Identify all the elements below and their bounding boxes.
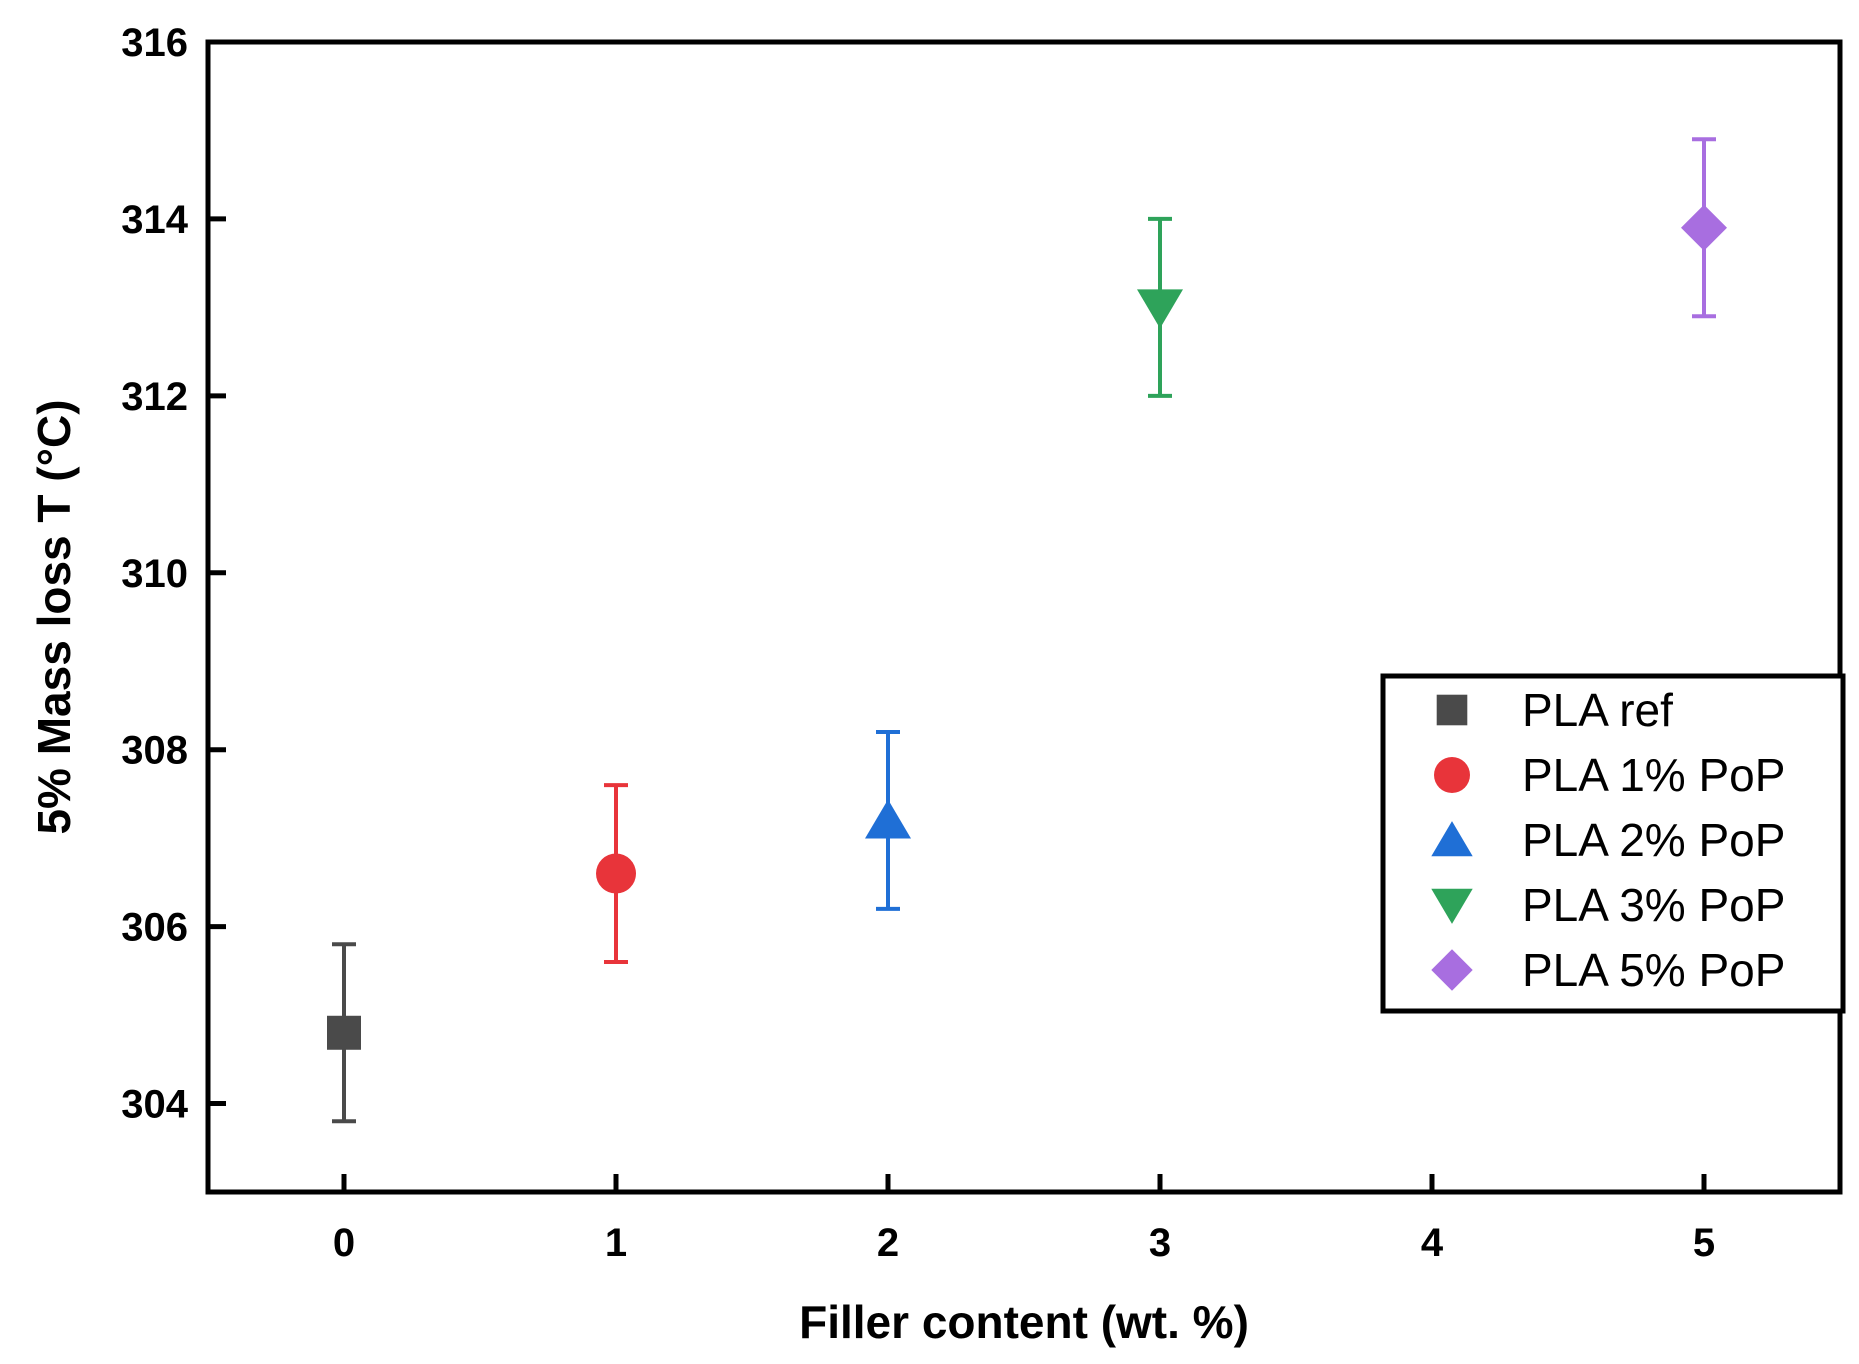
legend-label: PLA ref xyxy=(1522,684,1673,736)
legend-items: PLA ref PLA 1% PoP PLA 2% PoP PLA 3% PoP PLA… xyxy=(1431,684,1785,996)
legend-marker xyxy=(1434,757,1470,793)
legend-label: PLA 3% PoP xyxy=(1522,879,1785,931)
x-tick-label: 2 xyxy=(877,1221,899,1265)
y-tick-label: 316 xyxy=(121,21,188,65)
y-tick-label: 308 xyxy=(121,729,188,773)
legend-marker xyxy=(1436,694,1468,726)
x-axis-title: Filler content (wt. %) xyxy=(799,1296,1249,1348)
y-tick-label: 306 xyxy=(121,906,188,950)
y-tick-label: 312 xyxy=(121,375,188,419)
plot-frame xyxy=(205,39,1843,1195)
legend-item: PLA ref xyxy=(1436,684,1673,736)
x-axis-ticks: 0 1 2 3 4 5 xyxy=(333,1174,1715,1265)
legend-item: PLA 3% PoP xyxy=(1431,879,1785,931)
series-point xyxy=(596,783,636,964)
data-point-marker xyxy=(865,799,911,839)
y-tick-label: 310 xyxy=(121,552,188,596)
legend-label: PLA 5% PoP xyxy=(1522,944,1785,996)
y-axis-title: 5% Mass loss T (°C) xyxy=(28,399,80,834)
data-point-marker xyxy=(596,853,636,894)
data-points xyxy=(327,137,1727,1124)
legend-item: PLA 2% PoP xyxy=(1431,814,1785,866)
series-point xyxy=(1137,216,1183,398)
legend-label: PLA 2% PoP xyxy=(1522,814,1785,866)
series-point xyxy=(327,942,361,1124)
legend-label: PLA 1% PoP xyxy=(1522,749,1785,801)
y-axis-ticks: 304 306 308 310 312 314 316 xyxy=(121,21,226,1127)
x-tick-label: 0 xyxy=(333,1221,355,1265)
legend-marker xyxy=(1431,949,1473,991)
legend-item: PLA 5% PoP xyxy=(1431,944,1785,996)
legend-item: PLA 1% PoP xyxy=(1434,749,1785,801)
legend-marker xyxy=(1431,821,1473,857)
x-tick-label: 1 xyxy=(605,1221,627,1265)
x-tick-label: 3 xyxy=(1149,1221,1171,1265)
legend-marker xyxy=(1431,888,1473,924)
y-tick-label: 314 xyxy=(121,198,188,242)
data-point-marker xyxy=(1137,289,1183,329)
series-point xyxy=(865,730,911,911)
data-point-marker xyxy=(327,1015,361,1050)
series-point xyxy=(1681,137,1727,319)
x-tick-label: 5 xyxy=(1693,1221,1715,1265)
legend: PLA ref PLA 1% PoP PLA 2% PoP PLA 3% PoP PLA… xyxy=(1380,673,1846,1014)
x-tick-label: 4 xyxy=(1421,1221,1444,1265)
data-point-marker xyxy=(1681,204,1727,251)
y-tick-label: 304 xyxy=(121,1083,188,1127)
